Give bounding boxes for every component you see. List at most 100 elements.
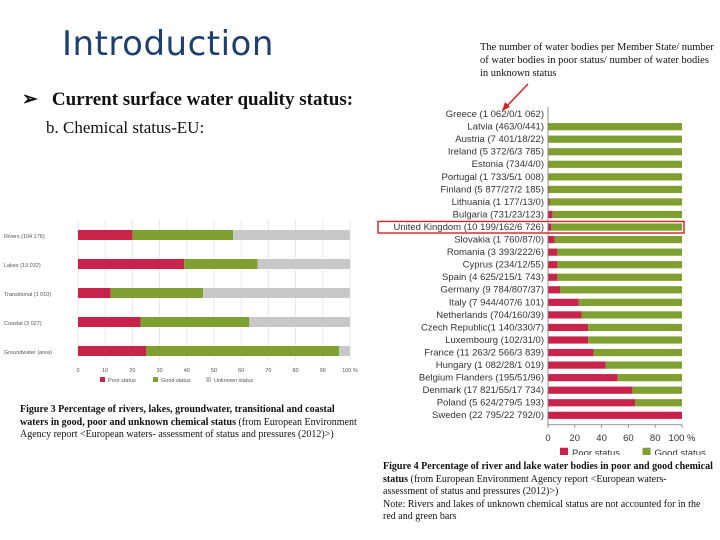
category-label: Estonia (734/4/0) bbox=[472, 159, 544, 170]
category-label: Finland (5 877/27/2 185) bbox=[440, 184, 544, 195]
bar-segment bbox=[548, 210, 553, 219]
bar-segment bbox=[184, 259, 258, 269]
bar-segment bbox=[557, 273, 682, 281]
category-label: Rivers (104 176) bbox=[4, 234, 45, 240]
bar-segment bbox=[548, 185, 682, 193]
bar-segment bbox=[548, 236, 555, 244]
category-label: Spain (4 625/215/1 743) bbox=[442, 272, 544, 283]
bar-segment bbox=[617, 374, 682, 382]
tick-label: 30 bbox=[157, 368, 163, 374]
tick-label: 60 bbox=[623, 433, 634, 444]
category-label: Romania (3 393/222/6) bbox=[447, 247, 544, 258]
bar-segment bbox=[548, 123, 682, 131]
category-label: Ireland (5 372/6/3 785) bbox=[448, 147, 544, 158]
tick-label: 60 bbox=[238, 368, 244, 374]
tick-label: 40 bbox=[596, 433, 607, 444]
bar-segment bbox=[146, 346, 340, 356]
bullet-text: Current surface water quality status: bbox=[51, 89, 354, 110]
bar-segment bbox=[548, 198, 550, 206]
category-label: Germany (9 784/807/37) bbox=[440, 285, 544, 296]
bar-segment bbox=[78, 346, 146, 356]
legend-swatch bbox=[153, 377, 158, 382]
figure-3-caption-source: (from European Environment Agency report… bbox=[20, 416, 357, 441]
category-label: Cyprus (234/12/55) bbox=[463, 260, 544, 271]
category-label: Slovakia (1 760/87/0) bbox=[454, 235, 544, 246]
bar-segment bbox=[203, 288, 350, 298]
category-label: Belgium Flanders (195/51/96) bbox=[419, 373, 544, 384]
figure-4-caption-note: Note: Rivers and lakes of unknown chemic… bbox=[383, 498, 701, 523]
tick-label: 80 bbox=[650, 433, 661, 444]
bar-segment bbox=[605, 361, 682, 369]
legend-label: Good status bbox=[161, 378, 191, 384]
bar-segment bbox=[249, 317, 350, 327]
tick-label: 50 bbox=[211, 368, 217, 374]
bar-segment bbox=[548, 160, 682, 168]
bar-segment bbox=[554, 236, 682, 244]
highlight-box bbox=[377, 220, 685, 234]
figure-3-caption-bold: Figure 3 Percentage of rivers, lakes, gr… bbox=[20, 404, 335, 428]
bar-segment bbox=[548, 135, 682, 143]
slide-title: Introduction bbox=[62, 24, 274, 64]
tick-label: 80 bbox=[293, 368, 299, 374]
bar-segment bbox=[78, 259, 185, 269]
figure-4-caption-bold: Figure 4 Percentage of river and lake wa… bbox=[383, 461, 713, 485]
category-label: France (11 263/2 566/3 839) bbox=[424, 347, 544, 358]
tick-label: 90 bbox=[320, 368, 326, 374]
bullet-heading: ➢ Current surface water quality status: bbox=[22, 88, 353, 111]
bar-segment bbox=[548, 298, 579, 306]
category-label: Groundwater (area) bbox=[4, 350, 52, 356]
figure-3-caption: Figure 3 Percentage of rivers, lakes, gr… bbox=[20, 404, 360, 442]
legend-label: Poor status bbox=[572, 448, 620, 455]
bar-segment bbox=[110, 288, 204, 298]
bar-segment bbox=[132, 230, 234, 240]
bar-segment bbox=[557, 248, 682, 256]
category-label: Italy (7 944/407/6 101) bbox=[449, 297, 544, 308]
legend-label: Unknown status bbox=[214, 378, 253, 384]
bar-segment bbox=[548, 185, 549, 193]
legend-label: Good status bbox=[655, 448, 706, 455]
bar-segment bbox=[578, 298, 682, 306]
category-label: Lithuania (1 177/13/0) bbox=[452, 197, 544, 208]
bar-segment bbox=[548, 248, 558, 256]
tick-label: 100 % bbox=[669, 433, 696, 444]
bar-segment bbox=[548, 411, 682, 419]
bar-segment bbox=[548, 374, 618, 382]
bar-segment bbox=[548, 336, 589, 344]
bar-segment bbox=[560, 286, 682, 294]
category-label: Coastal (3 027) bbox=[4, 321, 42, 327]
category-label: Austria (7 401/18/22) bbox=[455, 134, 544, 145]
bar-segment bbox=[588, 323, 682, 332]
tick-label: 70 bbox=[265, 368, 271, 374]
legend-swatch bbox=[642, 447, 651, 455]
bar-segment bbox=[548, 223, 552, 231]
legend-swatch bbox=[560, 447, 568, 455]
bar-segment bbox=[78, 288, 111, 298]
bar-segment bbox=[257, 259, 350, 269]
category-label: Czech Republic(1 140/330/7) bbox=[421, 322, 544, 333]
bar-segment bbox=[233, 230, 350, 240]
bar-segment bbox=[548, 399, 636, 407]
category-label: Lakes (19 032) bbox=[4, 263, 41, 269]
bar-segment bbox=[548, 173, 682, 181]
bar-segment bbox=[78, 317, 141, 327]
bar-segment bbox=[548, 311, 582, 319]
bar-segment bbox=[548, 261, 558, 269]
bar-segment bbox=[581, 311, 682, 319]
bar-segment bbox=[548, 386, 633, 394]
bar-segment bbox=[548, 361, 606, 369]
subheading: b. Chemical status-EU: bbox=[46, 118, 205, 137]
category-label: Poland (5 624/279/5 193) bbox=[437, 398, 544, 409]
bar-segment bbox=[635, 399, 682, 407]
annotation-arrow-line bbox=[505, 83, 529, 108]
category-label: Greece (1 062/0/1 062) bbox=[446, 109, 544, 120]
category-label: United Kingdom (10 199/162/6 726) bbox=[393, 222, 544, 233]
figure-4-caption: Figure 4 Percentage of river and lake wa… bbox=[383, 461, 713, 524]
tick-label: 20 bbox=[570, 433, 581, 444]
category-label: Latvia (463/0/441) bbox=[467, 122, 544, 133]
chart-annotation: The number of water bodies per Member St… bbox=[480, 42, 714, 79]
bar-segment bbox=[548, 273, 558, 281]
tick-label: 10 bbox=[102, 368, 108, 374]
tick-label: 40 bbox=[184, 368, 190, 374]
bar-segment bbox=[557, 261, 682, 269]
